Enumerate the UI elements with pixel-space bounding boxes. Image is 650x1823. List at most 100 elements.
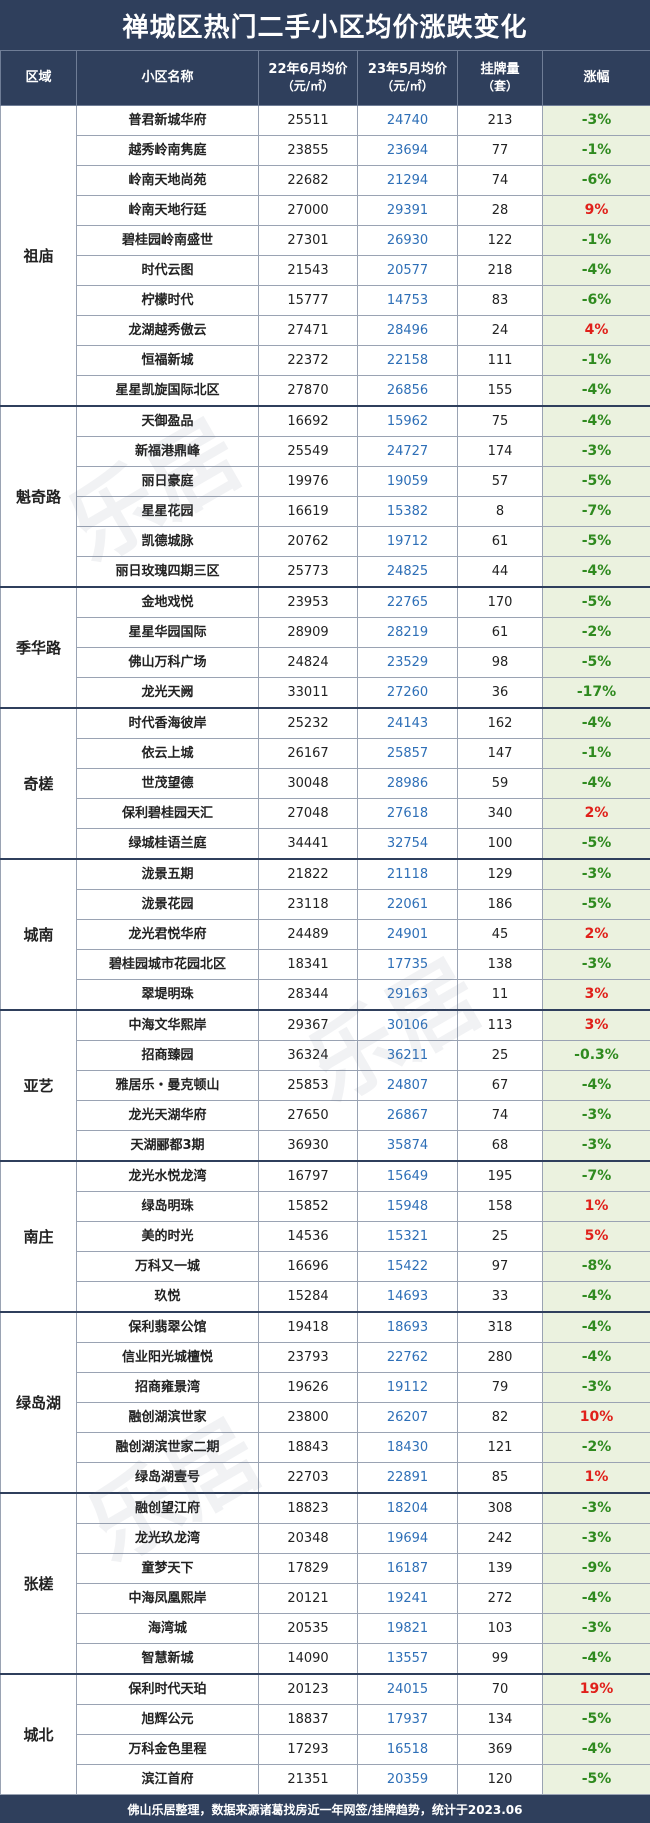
price-2022-cell: 19418 bbox=[259, 1312, 358, 1343]
listing-count-cell: 318 bbox=[458, 1312, 543, 1343]
community-name-cell: 龙光玖龙湾 bbox=[77, 1524, 259, 1554]
listing-count-cell: 162 bbox=[458, 708, 543, 739]
change-cell: -5% bbox=[543, 890, 650, 920]
community-name-cell: 万科又一城 bbox=[77, 1252, 259, 1282]
listing-count-cell: 45 bbox=[458, 920, 543, 950]
community-name-cell: 碧桂园岭南盛世 bbox=[77, 226, 259, 256]
listing-count-cell: 174 bbox=[458, 437, 543, 467]
header-listings-unit: （套） bbox=[458, 79, 542, 94]
listing-count-cell: 369 bbox=[458, 1735, 543, 1765]
price-2023-cell: 14693 bbox=[358, 1282, 458, 1313]
change-cell: -2% bbox=[543, 1433, 650, 1463]
price-2023-cell: 19059 bbox=[358, 467, 458, 497]
price-2022-cell: 25549 bbox=[259, 437, 358, 467]
listing-count-cell: 242 bbox=[458, 1524, 543, 1554]
change-cell: 19% bbox=[543, 1674, 650, 1705]
community-name-cell: 招商雍景湾 bbox=[77, 1373, 259, 1403]
community-name-cell: 融创望江府 bbox=[77, 1493, 259, 1524]
community-name-cell: 时代香海彼岸 bbox=[77, 708, 259, 739]
district-cell: 魁奇路 bbox=[1, 406, 77, 587]
header-price23: 23年5月均价（元/㎡） bbox=[358, 51, 458, 106]
price-2022-cell: 25232 bbox=[259, 708, 358, 739]
price-2023-cell: 24807 bbox=[358, 1071, 458, 1101]
table-header: 区域 小区名称 22年6月均价（元/㎡） 23年5月均价（元/㎡） 挂牌量（套）… bbox=[1, 51, 650, 106]
community-name-cell: 普君新城华府 bbox=[77, 106, 259, 136]
price-2022-cell: 15777 bbox=[259, 286, 358, 316]
listing-count-cell: 97 bbox=[458, 1252, 543, 1282]
price-2023-cell: 22061 bbox=[358, 890, 458, 920]
price-2023-cell: 15649 bbox=[358, 1161, 458, 1192]
community-name-cell: 滨江首府 bbox=[77, 1765, 259, 1795]
change-cell: -4% bbox=[543, 557, 650, 588]
listing-count-cell: 308 bbox=[458, 1493, 543, 1524]
price-2023-cell: 19712 bbox=[358, 527, 458, 557]
price-2022-cell: 22703 bbox=[259, 1463, 358, 1494]
change-cell: -3% bbox=[543, 106, 650, 136]
change-cell: -6% bbox=[543, 286, 650, 316]
price-2023-cell: 20359 bbox=[358, 1765, 458, 1795]
change-cell: -3% bbox=[543, 1493, 650, 1524]
change-cell: -1% bbox=[543, 226, 650, 256]
change-cell: -3% bbox=[543, 1524, 650, 1554]
price-2023-cell: 19112 bbox=[358, 1373, 458, 1403]
price-2023-cell: 17735 bbox=[358, 950, 458, 980]
price-2023-cell: 19821 bbox=[358, 1614, 458, 1644]
district-cell: 张槎 bbox=[1, 1493, 77, 1674]
price-2022-cell: 14536 bbox=[259, 1222, 358, 1252]
listing-count-cell: 340 bbox=[458, 799, 543, 829]
community-name-cell: 保利翡翠公馆 bbox=[77, 1312, 259, 1343]
listing-count-cell: 155 bbox=[458, 376, 543, 407]
community-name-cell: 天御盈品 bbox=[77, 406, 259, 437]
listing-count-cell: 280 bbox=[458, 1343, 543, 1373]
community-name-cell: 凯德城脉 bbox=[77, 527, 259, 557]
price-2022-cell: 27471 bbox=[259, 316, 358, 346]
header-district: 区域 bbox=[1, 51, 77, 106]
community-name-cell: 佛山万科广场 bbox=[77, 648, 259, 678]
price-2022-cell: 15852 bbox=[259, 1192, 358, 1222]
district-cell: 城南 bbox=[1, 859, 77, 1010]
change-cell: -5% bbox=[543, 527, 650, 557]
price-2022-cell: 23800 bbox=[259, 1403, 358, 1433]
price-2022-cell: 20121 bbox=[259, 1584, 358, 1614]
price-2023-cell: 15382 bbox=[358, 497, 458, 527]
community-name-cell: 融创湖滨世家二期 bbox=[77, 1433, 259, 1463]
change-cell: -5% bbox=[543, 587, 650, 618]
listing-count-cell: 158 bbox=[458, 1192, 543, 1222]
price-2022-cell: 18823 bbox=[259, 1493, 358, 1524]
listing-count-cell: 103 bbox=[458, 1614, 543, 1644]
price-2022-cell: 19976 bbox=[259, 467, 358, 497]
community-name-cell: 星星凯旋国际北区 bbox=[77, 376, 259, 407]
listing-count-cell: 98 bbox=[458, 648, 543, 678]
listing-count-cell: 74 bbox=[458, 166, 543, 196]
price-2023-cell: 22158 bbox=[358, 346, 458, 376]
listing-count-cell: 186 bbox=[458, 890, 543, 920]
district-cell: 奇槎 bbox=[1, 708, 77, 859]
community-name-cell: 丽日玫瑰四期三区 bbox=[77, 557, 259, 588]
price-2022-cell: 15284 bbox=[259, 1282, 358, 1313]
community-name-cell: 智慧新城 bbox=[77, 1644, 259, 1675]
price-2022-cell: 33011 bbox=[259, 678, 358, 709]
price-2023-cell: 21294 bbox=[358, 166, 458, 196]
price-2023-cell: 24143 bbox=[358, 708, 458, 739]
